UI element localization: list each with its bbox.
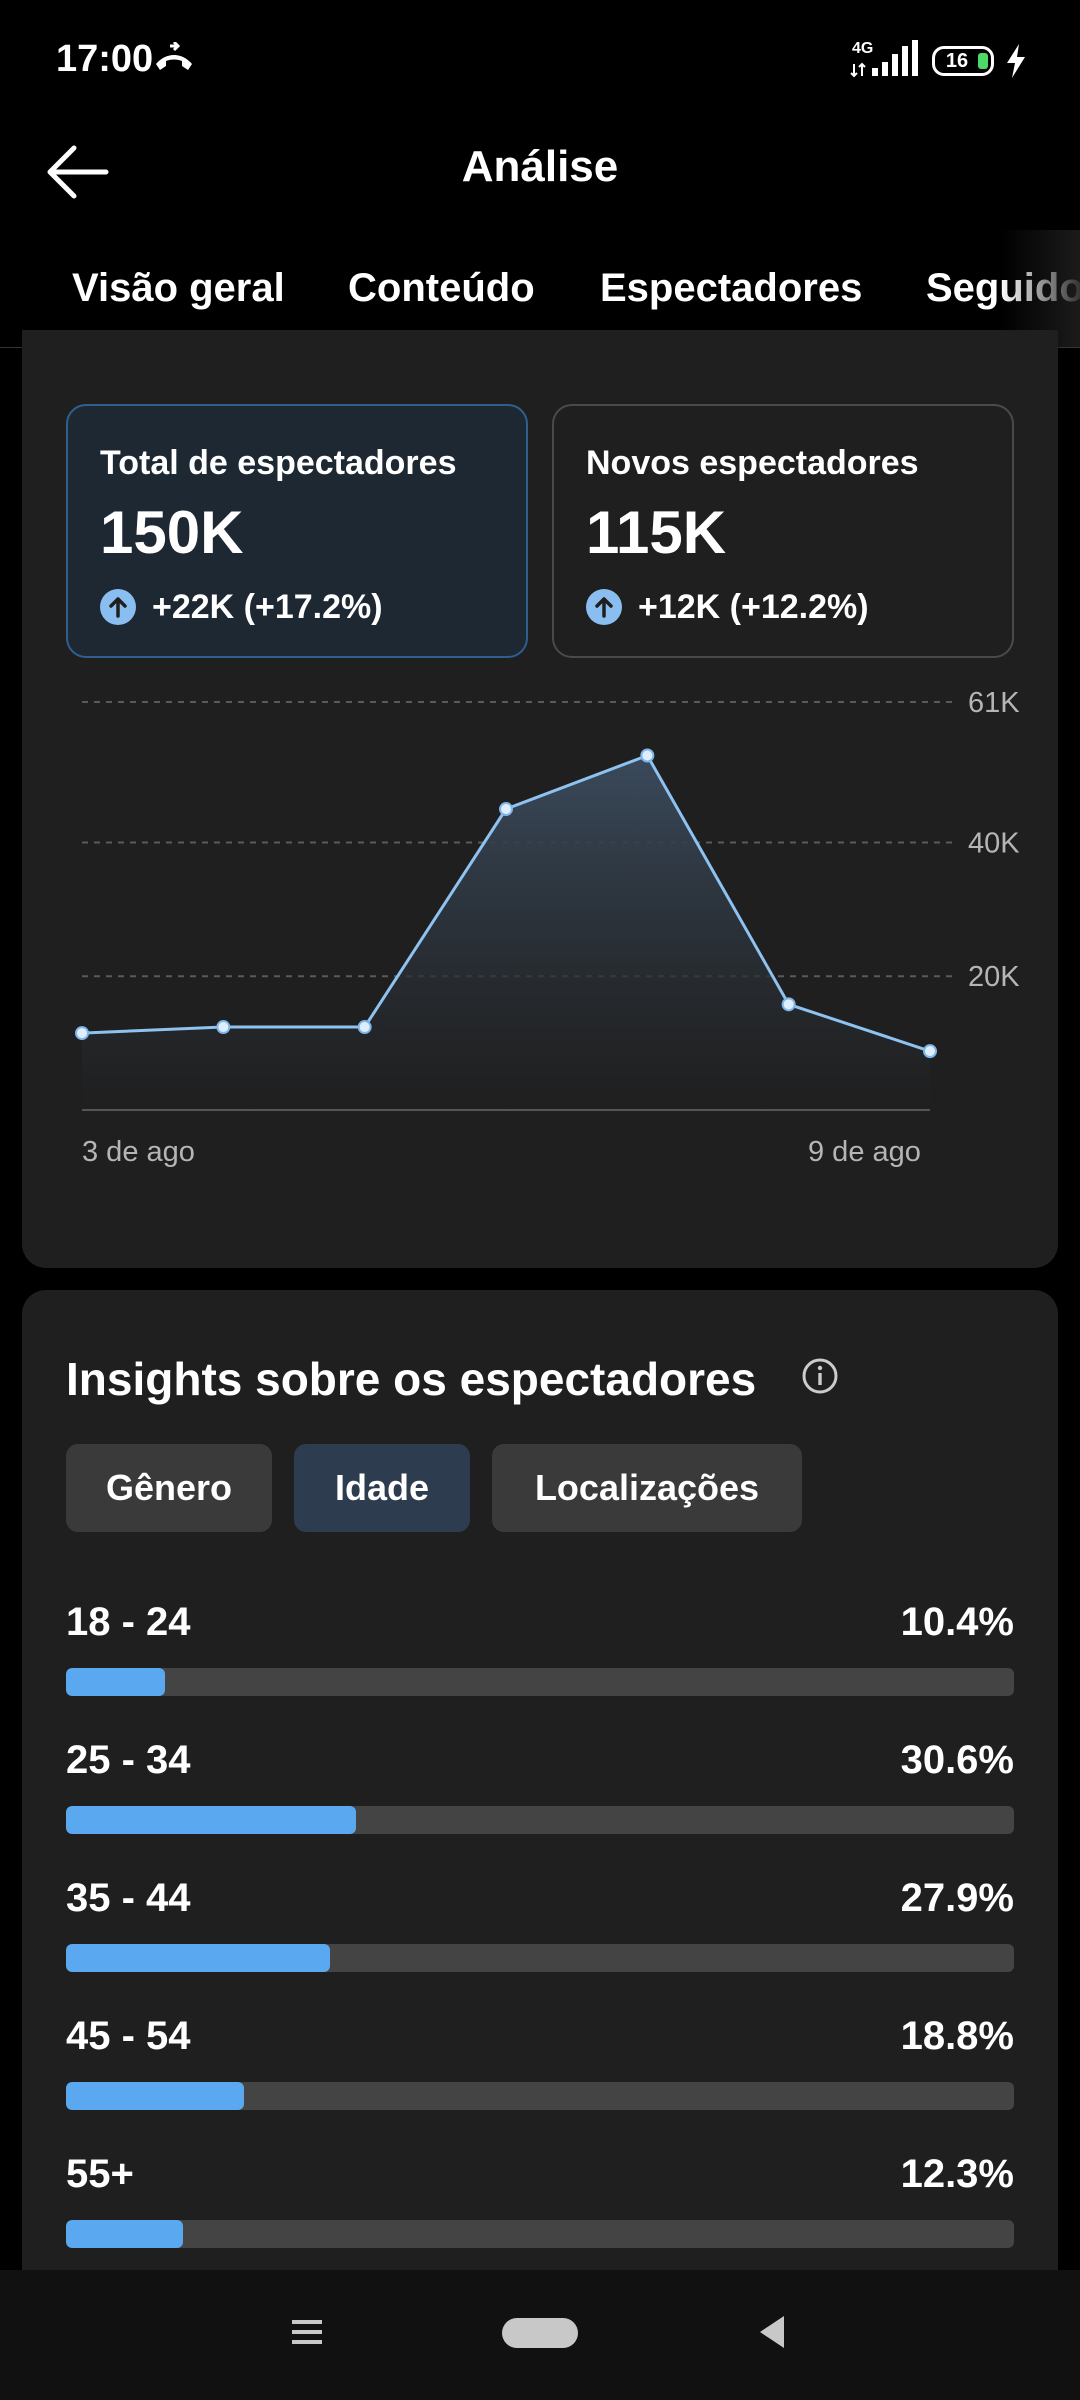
filter-gender-chip[interactable]: Gênero [66, 1444, 272, 1532]
filter-age-chip[interactable]: Idade [294, 1444, 470, 1532]
data-point [75, 1026, 89, 1041]
age-range-label: 18 - 24 [66, 1600, 191, 1644]
metric-label: Novos espectadores [586, 444, 919, 482]
status-time: 17:00 [56, 38, 154, 80]
age-range-label: 25 - 34 [66, 1738, 191, 1782]
age-row: 35 - 44 27.9% [66, 1876, 1014, 1986]
tab-content[interactable]: Conteúdo [348, 266, 535, 310]
info-icon[interactable] [800, 1356, 840, 1396]
age-bar-fill [66, 1944, 331, 1972]
battery-fill [978, 53, 988, 69]
network-type: 4G [852, 40, 874, 57]
call-forward-icon [156, 42, 192, 70]
chart-area [82, 755, 930, 1110]
arrow-up-icon [586, 589, 622, 625]
age-percentage: 30.6% [900, 1738, 1014, 1782]
metric-value: 150K [100, 499, 244, 566]
data-point [499, 802, 513, 817]
viewers-chart: 20K 40K 61K [22, 690, 1058, 1170]
back-arrow-icon[interactable] [44, 138, 112, 206]
metric-label: Total de espectadores [100, 444, 457, 482]
tab-overview[interactable]: Visão geral [72, 266, 285, 310]
age-bar-fill [66, 2220, 183, 2248]
metric-change-text: +12K (+12.2%) [638, 587, 869, 626]
metric-value: 115K [586, 499, 727, 566]
metric-change-text: +22K (+17.2%) [152, 587, 383, 626]
age-row: 18 - 24 10.4% [66, 1600, 1014, 1710]
charging-icon [1007, 44, 1025, 78]
insights-card: Insights sobre os espectadores Gênero Id… [22, 1290, 1058, 2270]
nav-back-icon[interactable] [756, 2314, 788, 2350]
data-point [781, 997, 796, 1012]
y-tick-label: 61K [968, 690, 1020, 719]
age-range-label: 35 - 44 [66, 1876, 191, 1920]
data-point [216, 1020, 231, 1035]
age-percentage: 12.3% [900, 2152, 1014, 2196]
insights-title: Insights sobre os espectadores [66, 1353, 757, 1405]
age-row: 45 - 54 18.8% [66, 2014, 1014, 2124]
age-row: 25 - 34 30.6% [66, 1738, 1014, 1848]
page-title: Análise [461, 142, 619, 191]
age-range-label: 55+ [66, 2152, 134, 2196]
x-tick-label: 9 de ago [808, 1136, 921, 1168]
metric-change: +12K (+12.2%) [586, 586, 869, 628]
age-bar-fill [66, 1806, 357, 1834]
tab-viewers[interactable]: Espectadores [600, 266, 863, 310]
metric-change: +22K (+17.2%) [100, 586, 383, 628]
age-bar-fill [66, 2082, 245, 2110]
menu-icon[interactable] [290, 2316, 324, 2348]
battery-icon: 16 [932, 46, 994, 76]
age-bar-track [66, 1668, 1014, 1696]
age-bar-track [66, 2082, 1014, 2110]
data-point [357, 1020, 372, 1035]
age-row: 55+ 12.3% [66, 2152, 1014, 2262]
age-range-label: 45 - 54 [66, 2014, 191, 2058]
metric-new-viewers[interactable]: Novos espectadores 115K +12K (+12.2%) [552, 404, 1014, 658]
chart-svg: 20K 40K 61K [75, 690, 1020, 1111]
age-bar-track [66, 2220, 1014, 2248]
battery-level: 16 [945, 50, 969, 72]
status-bar: 17:00 4G 16 [0, 0, 1080, 120]
x-tick-label: 3 de ago [82, 1136, 195, 1168]
tab-bar: Visão geral Conteúdo Espectadores Seguid… [0, 230, 1080, 348]
signal-icon [850, 40, 918, 78]
data-point [640, 748, 655, 763]
app-header: Análise [0, 120, 1080, 230]
tab-scroll-fade [1000, 230, 1080, 347]
y-tick-label: 40K [968, 827, 1020, 859]
y-tick-label: 20K [968, 961, 1020, 993]
age-bar-track [66, 1806, 1014, 1834]
data-point [923, 1044, 937, 1059]
age-bar-fill [66, 1668, 165, 1696]
filter-locations-chip[interactable]: Localizações [492, 1444, 802, 1532]
viewers-card: Total de espectadores 150K +22K (+17.2%)… [22, 330, 1058, 1268]
age-percentage: 18.8% [900, 2014, 1014, 2058]
age-bar-track [66, 1944, 1014, 1972]
age-percentage: 27.9% [900, 1876, 1014, 1920]
arrow-up-icon [100, 589, 136, 625]
system-nav-bar [0, 2270, 1080, 2400]
age-percentage: 10.4% [900, 1600, 1014, 1644]
metric-total-viewers[interactable]: Total de espectadores 150K +22K (+17.2%) [66, 404, 528, 658]
home-pill-icon[interactable] [502, 2318, 578, 2348]
